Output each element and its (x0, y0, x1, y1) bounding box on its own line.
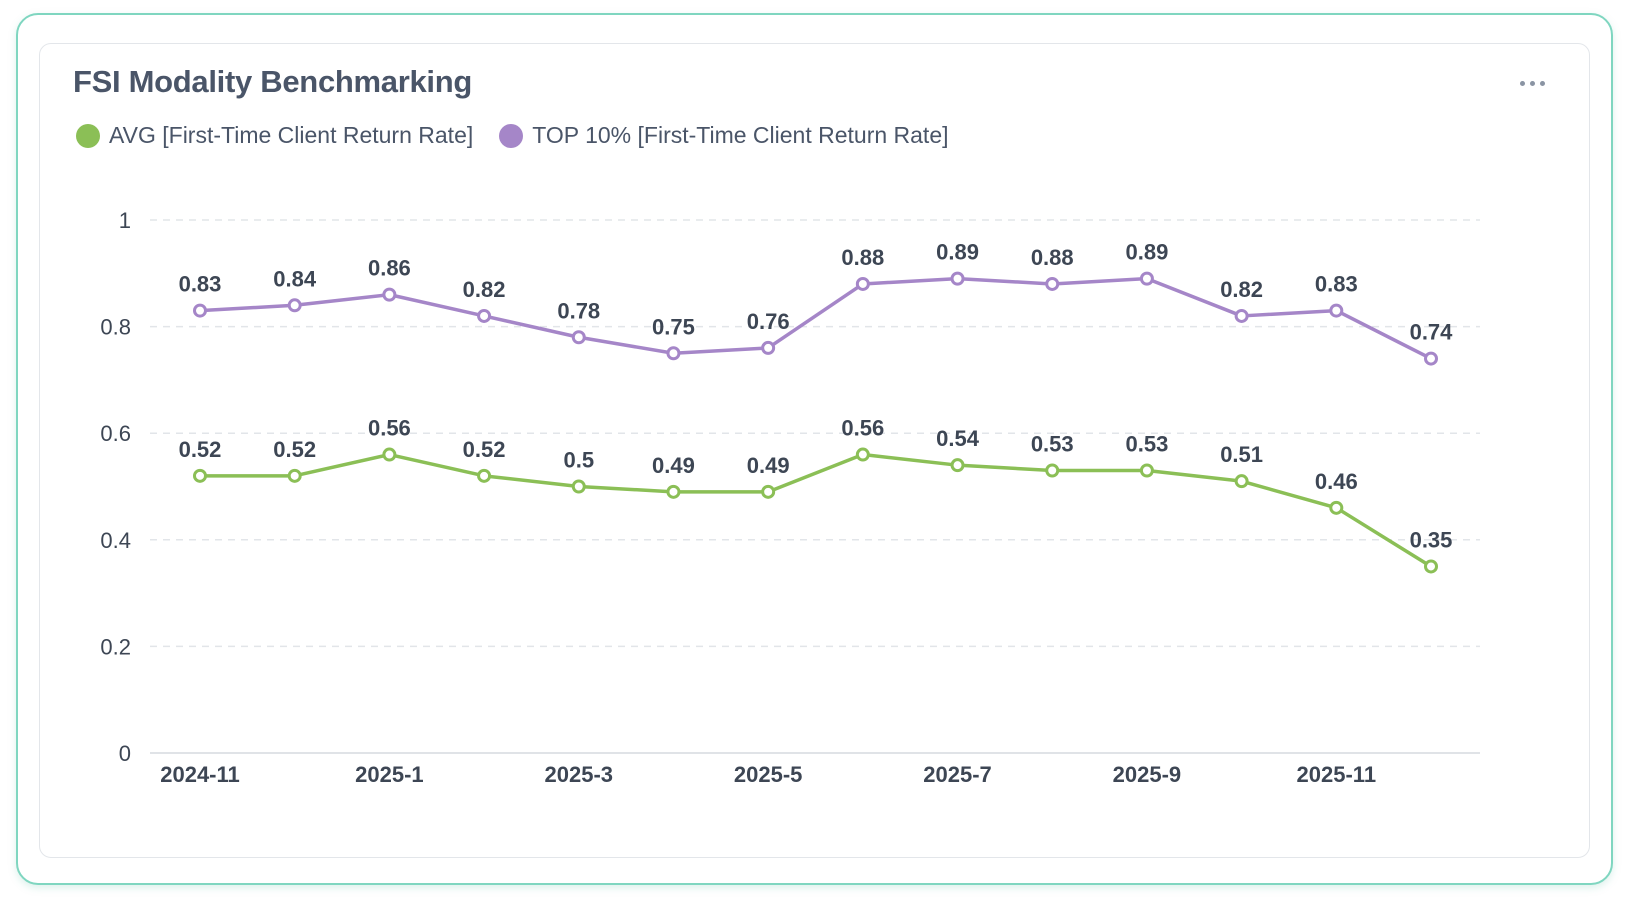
data-point (666, 346, 681, 361)
data-point (855, 447, 870, 462)
x-tick-label: 2025-11 (1297, 762, 1377, 787)
data-point (382, 447, 397, 462)
data-point (287, 298, 302, 313)
data-label: 0.86 (368, 256, 411, 281)
y-tick-label: 1 (119, 208, 131, 233)
data-point (950, 458, 965, 473)
data-point (761, 340, 776, 355)
card-title: FSI Modality Benchmarking (73, 64, 473, 99)
data-point (1424, 351, 1438, 366)
data-label: 0.52 (179, 437, 222, 462)
legend-label-avg: AVG [First-Time Client Return Rate] (109, 122, 474, 148)
data-point (193, 468, 207, 483)
legend-swatch-avg (76, 123, 100, 148)
data-label: 0.53 (1031, 432, 1074, 457)
data-point (193, 303, 207, 318)
chart-legend: AVG [First-Time Client Return Rate] TOP … (76, 122, 949, 149)
more-dot (1539, 80, 1545, 86)
data-label: 0.35 (1410, 527, 1453, 552)
data-label: 0.82 (1220, 277, 1263, 302)
x-tick-label: 2025-7 (923, 762, 992, 787)
y-tick-label: 0.6 (100, 421, 131, 446)
data-label: 0.76 (747, 309, 790, 334)
data-label: 0.49 (747, 453, 790, 478)
data-label: 0.56 (841, 416, 884, 441)
data-point (287, 468, 302, 483)
data-label: 0.51 (1220, 442, 1263, 467)
data-point (571, 479, 586, 494)
series-line-avg (198, 452, 1433, 569)
series-line-top10 (198, 276, 1433, 361)
legend-item-avg[interactable]: AVG [First-Time Client Return Rate] (76, 122, 473, 149)
x-tick-label: 2025-1 (355, 762, 424, 787)
data-point (1424, 559, 1438, 574)
legend-swatch-top10 (499, 123, 524, 148)
data-label: 0.82 (463, 277, 506, 302)
y-tick-label: 0 (119, 741, 131, 766)
legend-item-top10[interactable]: TOP 10% [First-Time Client Return Rate] (499, 122, 949, 149)
data-label: 0.54 (936, 426, 980, 451)
data-label: 0.89 (936, 240, 979, 265)
data-point (571, 330, 586, 345)
data-label: 0.56 (368, 416, 411, 441)
data-point (477, 308, 492, 323)
data-point (761, 484, 776, 499)
more-dot (1519, 80, 1525, 86)
data-label: 0.88 (841, 245, 884, 270)
data-point (1139, 463, 1154, 478)
more-options-icon[interactable] (1512, 70, 1552, 96)
y-tick-label: 0.2 (100, 634, 131, 659)
data-label: 0.83 (1315, 272, 1358, 297)
data-label: 0.84 (273, 266, 317, 291)
data-point (1139, 271, 1154, 286)
data-point (382, 287, 397, 302)
data-point (1045, 276, 1060, 291)
data-point (1329, 303, 1344, 318)
data-point (477, 468, 492, 483)
data-label: 0.88 (1031, 245, 1074, 270)
data-point (1045, 463, 1060, 478)
data-label: 0.74 (1410, 320, 1454, 345)
x-tick-label: 2024-11 (160, 762, 240, 787)
x-tick-label: 2025-9 (1113, 762, 1182, 787)
data-label: 0.75 (652, 314, 695, 339)
data-point (666, 484, 681, 499)
data-label: 0.5 (563, 448, 594, 473)
data-point (950, 271, 965, 286)
y-tick-label: 0.8 (100, 315, 131, 340)
data-point (1234, 308, 1249, 323)
data-label: 0.52 (463, 437, 506, 462)
data-label: 0.89 (1126, 240, 1169, 265)
more-dot (1529, 80, 1535, 86)
x-tick-label: 2025-5 (734, 762, 803, 787)
y-tick-label: 0.4 (100, 528, 131, 553)
data-label: 0.83 (179, 272, 222, 297)
data-label: 0.46 (1315, 469, 1358, 494)
data-label: 0.52 (273, 437, 316, 462)
chart-card (39, 43, 1590, 858)
data-label: 0.53 (1126, 432, 1169, 457)
data-point (1234, 474, 1249, 489)
x-tick-label: 2025-3 (545, 762, 614, 787)
data-point (1329, 500, 1344, 515)
data-label: 0.49 (652, 453, 695, 478)
legend-label-top10: TOP 10% [First-Time Client Return Rate] (532, 122, 949, 148)
data-point (855, 276, 870, 291)
data-label: 0.78 (557, 298, 600, 323)
